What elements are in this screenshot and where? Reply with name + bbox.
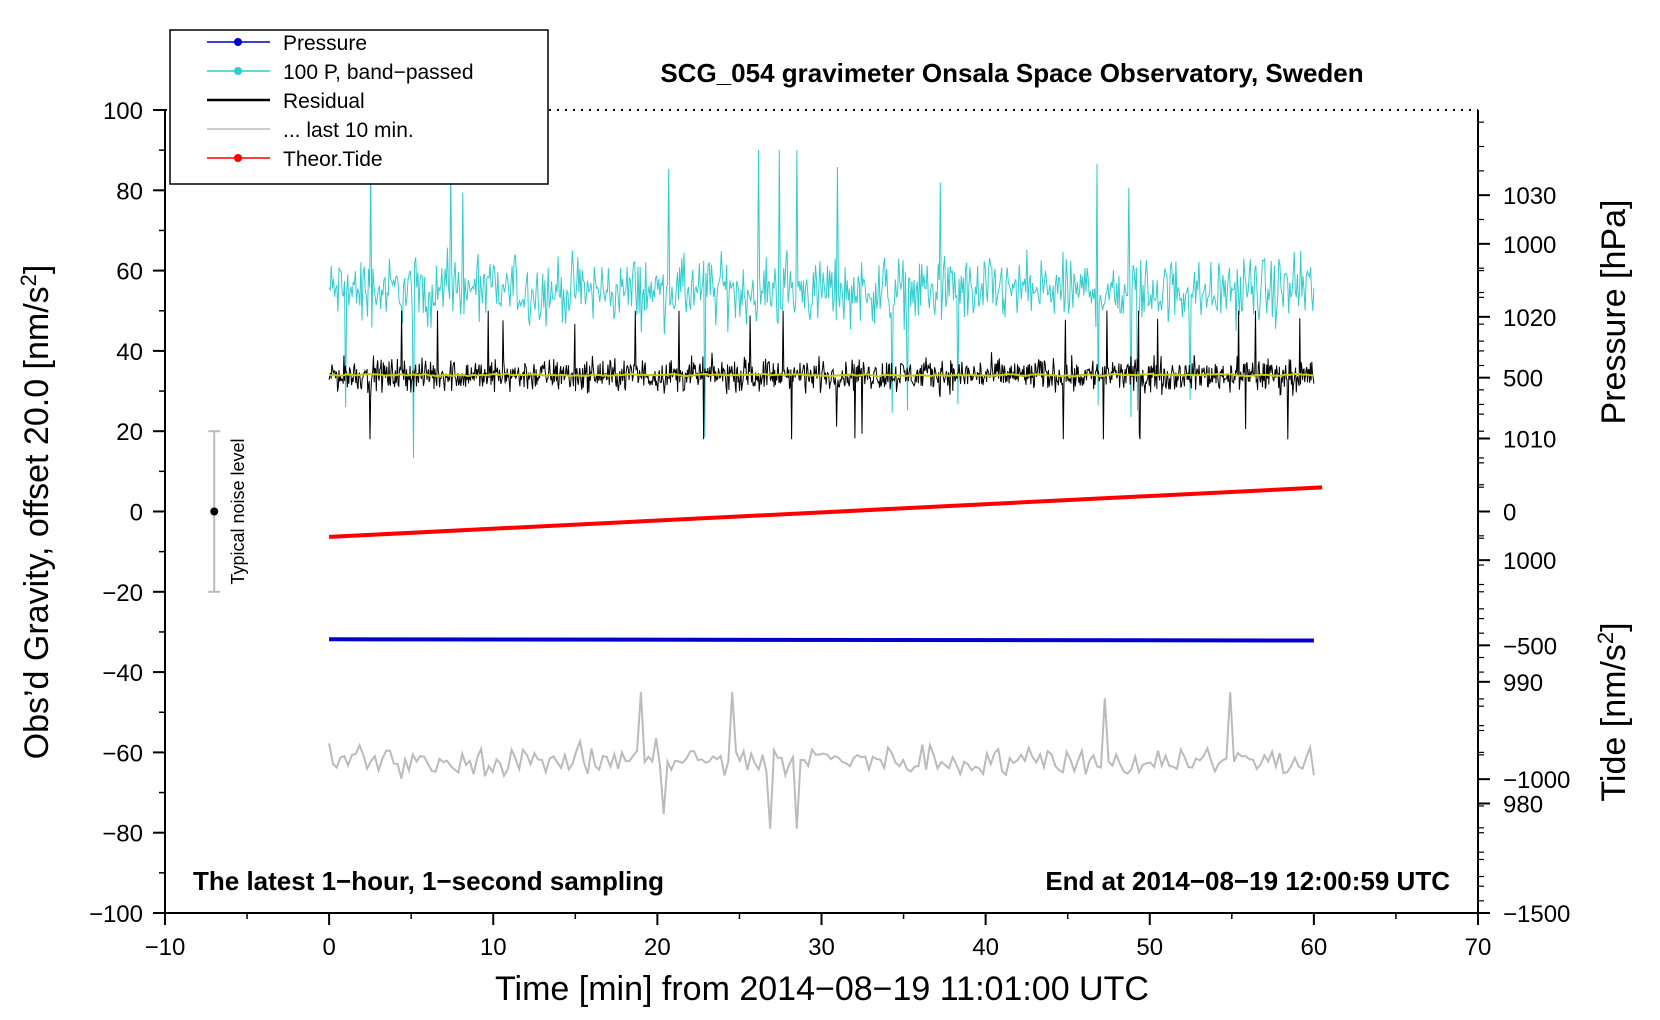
y-tick-label: 100 xyxy=(103,98,143,125)
series-bandpassed-pressure xyxy=(328,150,1315,458)
y-tick-label: −40 xyxy=(102,660,143,687)
y-tick-label: 80 xyxy=(116,178,143,205)
legend-label: Pressure xyxy=(283,32,367,55)
legend: Pressure 100 P, band−passed Residual ... la… xyxy=(169,29,549,185)
legend-marker xyxy=(234,38,242,46)
tide-tick-label: −500 xyxy=(1503,633,1557,660)
legend-box xyxy=(169,29,549,185)
tide-tick-label: 500 xyxy=(1503,366,1543,393)
pressure-tick-label: 1020 xyxy=(1503,305,1556,332)
x-tick-label: 10 xyxy=(480,934,507,961)
y-tick-label: 40 xyxy=(116,339,143,366)
axes-layer xyxy=(153,109,1490,925)
x-tick-label: 70 xyxy=(1465,934,1492,961)
tide-tick-label: 0 xyxy=(1503,500,1516,527)
noise-level-label: Typical noise level xyxy=(228,438,248,584)
legend-label: 100 P, band−passed xyxy=(283,61,474,84)
pressure-tick-label: 990 xyxy=(1503,670,1543,697)
y-tick-label: −80 xyxy=(102,821,143,848)
tide-tick-label: −1000 xyxy=(1503,767,1570,794)
legend-label: Theor.Tide xyxy=(283,148,383,171)
x-tick-label: 40 xyxy=(972,934,999,961)
pressure-tick-label: 980 xyxy=(1503,792,1543,819)
pressure-tick-label: 1010 xyxy=(1503,427,1556,454)
tide-tick-label: −1500 xyxy=(1503,901,1570,928)
legend-marker xyxy=(234,154,242,162)
y-tick-label: 20 xyxy=(116,419,143,446)
annotation-sampling: The latest 1−hour, 1−second sampling xyxy=(193,866,664,896)
legend-label: ... last 10 min. xyxy=(283,119,414,142)
tide-tick-label: 1000 xyxy=(1503,232,1556,259)
legend-marker xyxy=(234,67,242,75)
pressure-tick-label: 1000 xyxy=(1503,548,1556,575)
chart-title: SCG_054 gravimeter Onsala Space Observat… xyxy=(660,58,1363,88)
x-tick-label: 30 xyxy=(808,934,835,961)
x-tick-label: 0 xyxy=(322,934,335,961)
y-tick-label: 0 xyxy=(130,500,143,527)
x-tick-label: 60 xyxy=(1301,934,1328,961)
x-tick-label: 50 xyxy=(1136,934,1163,961)
series-pressure xyxy=(329,637,1314,643)
y-tick-label: 60 xyxy=(116,259,143,286)
pressure-tick-label: 1030 xyxy=(1503,183,1556,210)
x-axis-label: Time [min] from 2014−08−19 11:01:00 UTC xyxy=(495,970,1149,1008)
x-tick-label: −10 xyxy=(145,934,186,961)
pressure-axis-label: Pressure [hPa] xyxy=(1595,200,1633,425)
noise-level-point xyxy=(210,507,219,516)
y-axis-label: Obs’d Gravity, offset 20.0 [nm/s2] xyxy=(16,265,56,760)
series-last-10-min xyxy=(328,692,1315,829)
annotation-end-time: End at 2014−08−19 12:00:59 UTC xyxy=(1045,866,1450,896)
series-smoothed-residual xyxy=(328,372,1314,378)
x-tick-label: 20 xyxy=(644,934,671,961)
y-tick-label: −60 xyxy=(102,740,143,767)
data-layer xyxy=(208,150,1323,829)
tide-axis-label: Tide [nm/s2] xyxy=(1593,622,1633,801)
labels-layer: −10 0 10 20 30 40 50 60 70−100−80−60−40−20020406… xyxy=(16,58,1633,1008)
y-tick-label: −100 xyxy=(89,901,143,928)
legend-label: Residual xyxy=(283,90,365,113)
y-tick-label: −20 xyxy=(102,580,143,607)
series-theor-tide xyxy=(329,485,1323,539)
